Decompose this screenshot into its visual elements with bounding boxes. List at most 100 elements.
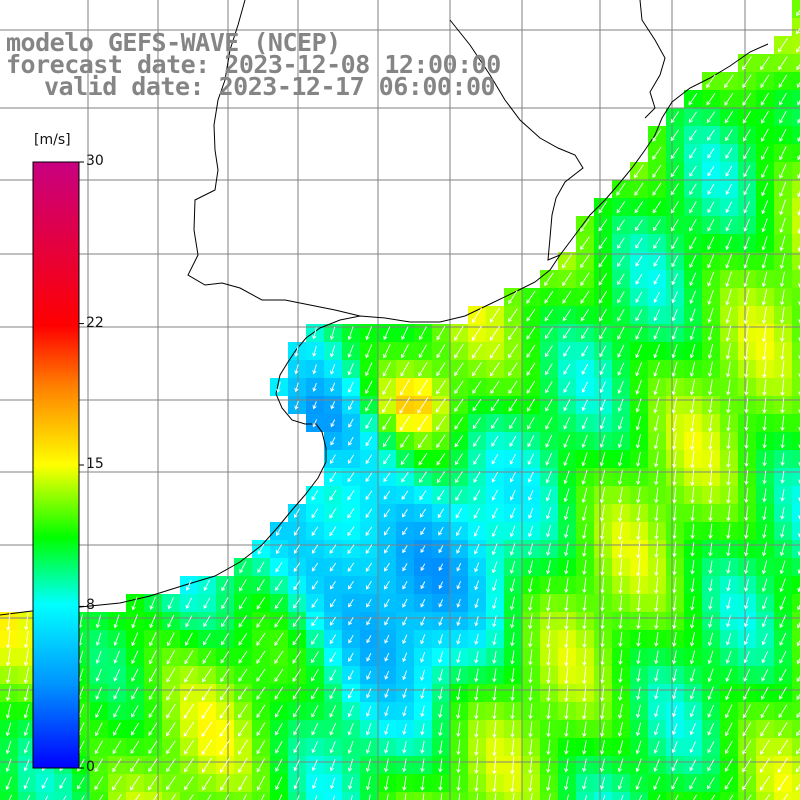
wind-arrow: [509, 596, 515, 611]
wind-arrow: [95, 704, 103, 718]
wind-arrow: [293, 759, 300, 772]
wind-arrow: [672, 577, 677, 594]
wind-arrow: [384, 616, 390, 626]
wind-arrow: [707, 165, 715, 177]
wind-arrow: [584, 795, 588, 800]
wind-arrow: [600, 559, 605, 576]
wind-arrow: [348, 617, 354, 626]
wind-arrow: [293, 741, 301, 754]
wind-arrow: [564, 630, 569, 649]
wind-arrow: [436, 434, 446, 448]
wind-arrow: [742, 776, 752, 791]
wind-arrow: [207, 794, 212, 800]
wind-arrow: [725, 343, 731, 360]
wind-arrow: [384, 776, 389, 791]
wind-arrow: [617, 740, 624, 755]
wind-speed-cell: [792, 684, 800, 702]
wind-arrow: [689, 290, 696, 305]
wind-arrow: [530, 792, 533, 800]
wind-arrow: [365, 362, 373, 377]
wind-arrow: [418, 344, 427, 359]
wind-arrow: [238, 686, 248, 701]
wind-arrow: [24, 612, 29, 631]
wind-arrow: [402, 775, 407, 791]
wind-speed-cell: [792, 720, 800, 738]
wind-arrow: [744, 451, 749, 468]
wind-speed-cell: [792, 432, 800, 450]
wind-arrow: [761, 128, 769, 142]
wind-arrow: [492, 615, 497, 628]
wind-arrow: [635, 255, 643, 267]
wind-arrow: [383, 435, 391, 448]
wind-arrow: [545, 345, 553, 358]
wind-arrow: [184, 650, 194, 665]
wind-speed-cell: [648, 792, 666, 800]
wind-arrow: [436, 471, 445, 484]
wind-arrow: [148, 650, 157, 665]
wind-arrow: [454, 416, 464, 430]
wind-arrow: [582, 740, 587, 755]
wind-arrow: [599, 522, 605, 540]
wind-arrow: [617, 469, 623, 486]
wind-arrow: [113, 704, 121, 718]
wind-arrow: [635, 326, 643, 340]
wind-arrow: [742, 92, 752, 106]
wind-arrow: [95, 632, 102, 646]
wind-speed-cell: [36, 792, 54, 800]
wind-arrow: [472, 417, 481, 430]
wind-arrow: [471, 325, 483, 341]
wind-arrow: [617, 434, 624, 449]
wind-arrow: [726, 560, 731, 574]
wind-arrow: [616, 201, 626, 214]
wind-arrow: [726, 433, 731, 450]
wind-arrow: [725, 704, 733, 719]
wind-arrow: [582, 577, 587, 594]
wind-arrow: [581, 469, 588, 485]
wind-speed-cell: [792, 324, 800, 342]
wind-arrow: [743, 253, 750, 269]
wind-arrow: [762, 397, 767, 414]
wind-arrow: [690, 542, 695, 557]
wind-arrow: [780, 452, 785, 467]
wind-arrow: [329, 634, 337, 645]
wind-arrow: [744, 523, 749, 539]
wind-arrow: [113, 669, 121, 682]
wind-speed-cell: [792, 774, 800, 792]
wind-arrow: [545, 453, 553, 466]
wind-arrow: [275, 740, 283, 754]
wind-arrow: [402, 545, 408, 554]
wind-speed-cell: [126, 792, 144, 800]
wind-arrow: [759, 775, 771, 791]
wind-arrow: [743, 147, 751, 160]
wind-arrow: [689, 326, 696, 341]
wind-speed-cell: [486, 792, 504, 800]
wind-arrow: [707, 741, 715, 754]
wind-arrow: [153, 793, 159, 800]
wind-arrow: [472, 380, 482, 394]
wind-arrow: [580, 309, 590, 322]
wind-arrow: [725, 722, 733, 737]
wind-arrow: [365, 436, 373, 447]
wind-arrow: [725, 165, 733, 177]
wind-arrow: [546, 595, 551, 612]
wind-arrow: [203, 615, 211, 628]
wind-arrow: [527, 453, 535, 465]
wind-arrow: [761, 596, 768, 610]
wind-arrow: [708, 397, 713, 414]
wind-speed-cell: [792, 756, 800, 774]
wind-arrow: [564, 595, 569, 612]
wind-arrow: [725, 325, 732, 342]
wind-arrow: [617, 504, 623, 523]
wind-arrow: [564, 612, 569, 630]
wind-arrow: [311, 741, 318, 754]
wind-arrow: [365, 776, 371, 791]
wind-arrow: [779, 217, 786, 234]
wind-arrow: [654, 505, 659, 522]
wind-arrow: [491, 417, 499, 430]
wind-arrow: [293, 704, 301, 718]
wind-arrow: [546, 612, 551, 630]
wind-arrow: [762, 506, 767, 521]
wind-arrow: [690, 560, 695, 575]
wind-arrow: [580, 236, 590, 251]
wind-arrow: [707, 183, 715, 195]
